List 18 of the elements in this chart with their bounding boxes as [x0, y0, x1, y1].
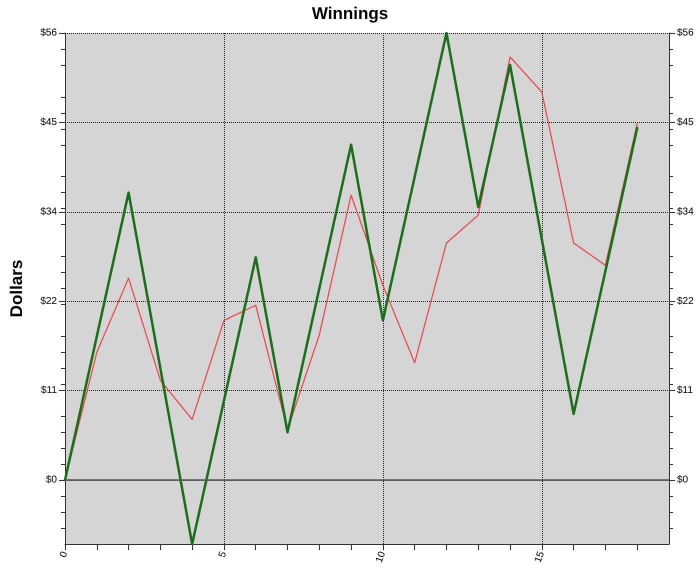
y-tick-label: $0 [46, 474, 58, 486]
y2-tick-label: $0 [677, 474, 689, 486]
x-tick-label: 15 [532, 550, 548, 564]
y-tick-label: $34 [40, 206, 58, 218]
y-tick-label: $11 [41, 385, 58, 396]
y2-tick-label: $34 [677, 206, 694, 218]
y-axis-title: Dollars [7, 260, 26, 318]
y-tick-label: $45 [40, 116, 58, 128]
y2-tick-label: $56 [677, 28, 694, 38]
chart-title: Winnings [312, 4, 388, 23]
y2-tick-label: $45 [677, 116, 694, 128]
y2-tick-label: $11 [677, 385, 694, 396]
x-tick-label: 10 [374, 550, 388, 564]
y-tick-label: $22 [40, 296, 58, 307]
y-tick-label: $56 [40, 28, 58, 38]
x-tick-label: 5 [216, 550, 230, 560]
x-tick-label: 0 [58, 550, 70, 560]
y2-tick-label: $22 [677, 296, 694, 307]
